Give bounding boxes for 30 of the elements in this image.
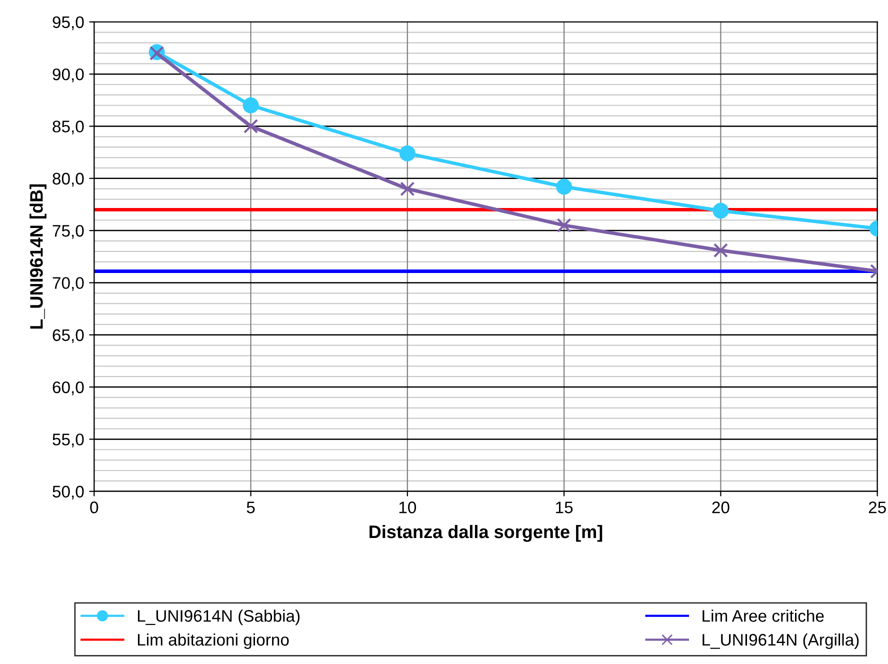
legend-label: Lim Aree critiche bbox=[702, 610, 824, 622]
y-tick-label: 80,0 bbox=[52, 172, 84, 187]
y-tick-label: 90,0 bbox=[52, 68, 84, 82]
y-axis-title: L_UNI9614N [dB] bbox=[30, 184, 46, 329]
point bbox=[556, 218, 572, 233]
point bbox=[400, 182, 415, 196]
y-tick-label: 65,0 bbox=[52, 329, 84, 344]
x-tick-label: 20 bbox=[712, 502, 730, 514]
point bbox=[399, 145, 416, 162]
y-tick-label: 75,0 bbox=[52, 224, 84, 239]
y-tick-label: 60,0 bbox=[52, 381, 84, 396]
y-tick-label: 70,0 bbox=[52, 277, 84, 291]
y-tick-label: 50,0 bbox=[52, 486, 84, 500]
x-tick-label: 15 bbox=[556, 502, 573, 514]
x-tick-label: 10 bbox=[399, 502, 416, 514]
y-tick-label: 85,0 bbox=[52, 120, 84, 134]
x-tick-label: 25 bbox=[868, 502, 886, 514]
point bbox=[712, 202, 729, 219]
y-tick-label: 55,0 bbox=[52, 434, 84, 448]
point bbox=[713, 243, 728, 258]
x-tick-label: 5 bbox=[246, 502, 255, 514]
point bbox=[243, 118, 258, 134]
legend-label: Lim abitazioni giorno bbox=[138, 633, 289, 649]
x-tick-label: 0 bbox=[90, 502, 98, 514]
point bbox=[242, 97, 259, 114]
x-axis-title: Distanza dalla sorgente [m] bbox=[370, 524, 602, 542]
point bbox=[556, 178, 572, 195]
legend-label: L_UNI9614N (Sabbia) bbox=[138, 610, 300, 626]
y-tick-label: 95,0 bbox=[52, 16, 84, 30]
legend-label: L_UNI9614N (Argilla) bbox=[702, 633, 859, 649]
